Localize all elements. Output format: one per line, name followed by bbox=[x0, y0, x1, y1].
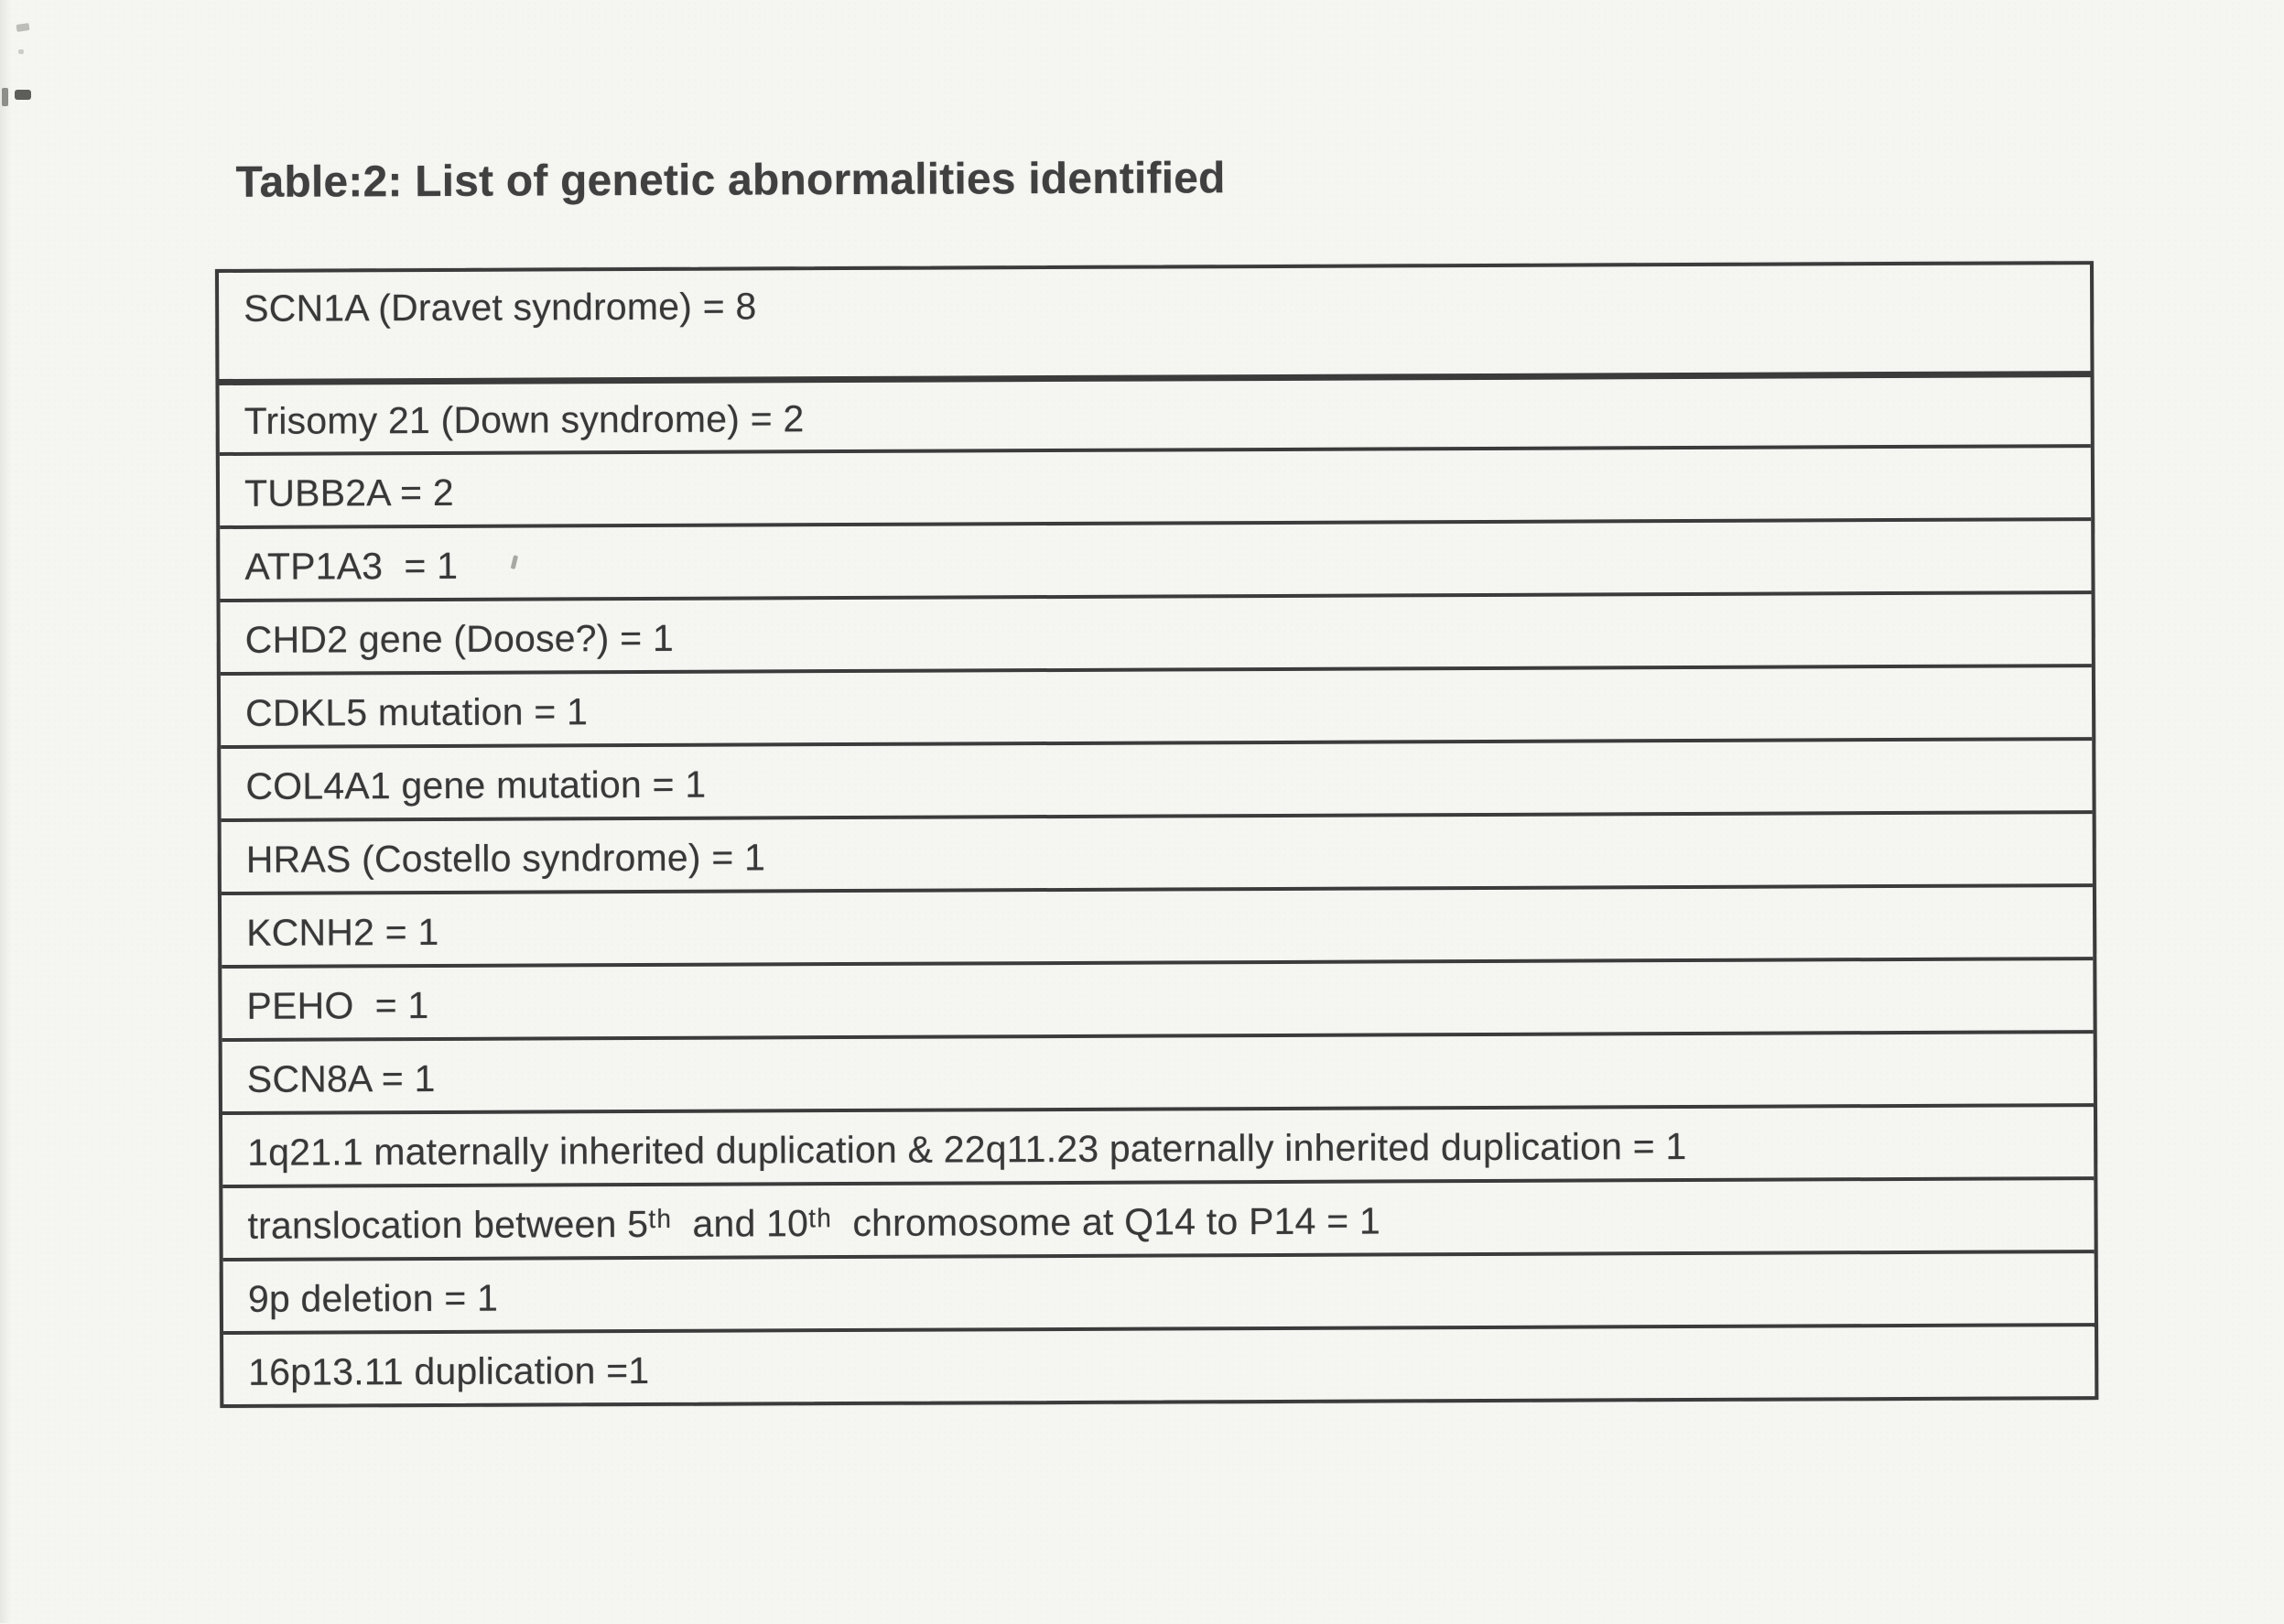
row-text: CHD2 gene (Doose?) = 1 bbox=[244, 616, 675, 661]
row-text: SCN1A (Dravet syndrome) = 8 bbox=[244, 285, 757, 330]
table-row: ATP1A3 = 1 bbox=[220, 517, 2092, 600]
page-title: Table:2: List of genetic abnormalities i… bbox=[235, 154, 1226, 207]
row-text: Trisomy 21 (Down syndrome) = 2 bbox=[244, 397, 805, 442]
row-text: CDKL5 mutation = 1 bbox=[244, 689, 589, 734]
row-text: COL4A1 gene mutation = 1 bbox=[245, 763, 707, 807]
row-text: 16p13.11 duplication =1 bbox=[248, 1348, 650, 1393]
scan-speck bbox=[15, 90, 31, 100]
scan-edge-shadow bbox=[0, 0, 11, 1623]
table-row: SCN8A = 1 bbox=[222, 1030, 2094, 1111]
row-text: HRAS (Costello syndrome) = 1 bbox=[245, 835, 766, 881]
row-text: 1q21.1 maternally inherited duplication … bbox=[247, 1124, 1687, 1174]
row-text: SCN8A = 1 bbox=[246, 1056, 436, 1100]
table-row: SCN1A (Dravet syndrome) = 8 bbox=[219, 265, 2090, 379]
row-text: 9p deletion = 1 bbox=[247, 1276, 499, 1320]
row-text: ATP1A3 = 1 bbox=[244, 544, 459, 588]
row-text: translocation between 5ᵗʰ and 10ᵗʰ chrom… bbox=[247, 1198, 1380, 1247]
scan-speck bbox=[18, 49, 24, 54]
row-text: PEHO = 1 bbox=[246, 983, 429, 1027]
table-row: 16p13.11 duplication =1 bbox=[223, 1323, 2095, 1404]
row-text: KCNH2 = 1 bbox=[246, 910, 439, 954]
table-row: Trisomy 21 (Down syndrome) = 2 bbox=[219, 371, 2091, 453]
scan-speck bbox=[2, 88, 8, 106]
table-row: 9p deletion = 1 bbox=[222, 1250, 2095, 1331]
table-row: COL4A1 gene mutation = 1 bbox=[221, 737, 2093, 818]
table-row: CDKL5 mutation = 1 bbox=[220, 664, 2093, 745]
table-row: HRAS (Costello syndrome) = 1 bbox=[221, 810, 2093, 892]
table-row: KCNH2 = 1 bbox=[221, 883, 2094, 965]
row-text: TUBB2A = 2 bbox=[244, 471, 454, 514]
table-row: CHD2 gene (Doose?) = 1 bbox=[220, 590, 2092, 673]
table-row: TUBB2A = 2 bbox=[219, 444, 2092, 526]
table-row: PEHO = 1 bbox=[222, 957, 2094, 1038]
genetic-abnormalities-table: SCN1A (Dravet syndrome) = 8 Trisomy 21 (… bbox=[214, 261, 2099, 1409]
table-row: translocation between 5ᵗʰ and 10ᵗʰ chrom… bbox=[222, 1176, 2095, 1258]
table-row: 1q21.1 maternally inherited duplication … bbox=[222, 1103, 2095, 1185]
